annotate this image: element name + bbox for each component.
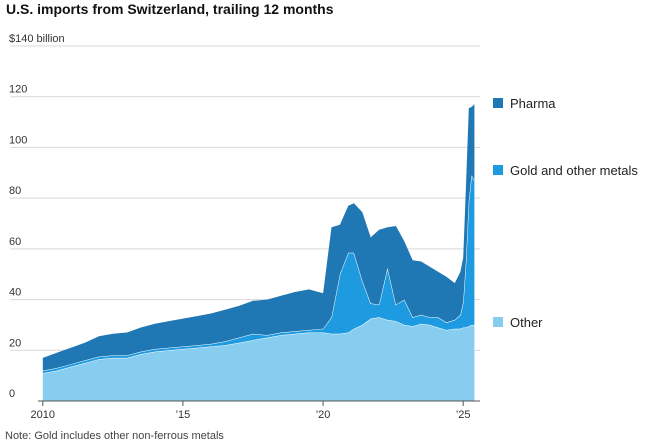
y-tick-label-40: 40	[9, 287, 21, 299]
y-tick-label-120: 120	[9, 84, 27, 96]
y-tick-label-80: 80	[9, 185, 21, 197]
legend-swatch-other	[493, 317, 503, 327]
chart-title: U.S. imports from Switzerland, trailing …	[6, 1, 334, 17]
y-tick-label-20: 20	[9, 337, 21, 349]
area-gold	[42, 175, 475, 374]
area-pharma	[42, 104, 475, 371]
axes: 2010 ’15 ’20 ’25	[31, 400, 480, 421]
legend-swatch-gold	[493, 165, 503, 175]
x-tick-label-2015: ’15	[176, 409, 191, 421]
legend-label-gold: Gold and other metals	[510, 163, 638, 178]
y-tick-label-60: 60	[9, 236, 21, 248]
legend-label-pharma: Pharma	[510, 96, 556, 111]
chart-note: Note: Gold includes other non-ferrous me…	[5, 430, 224, 442]
stacked-areas	[42, 104, 475, 401]
legend-label-other: Other	[510, 315, 543, 330]
area-other	[42, 317, 475, 401]
y-tick-label-140: $140 billion	[9, 33, 65, 45]
y-tick-label-0: 0	[9, 388, 15, 400]
x-tick-label-2025: ’25	[456, 409, 471, 421]
y-tick-label-100: 100	[9, 134, 27, 146]
legend: Other Gold and other metals Pharma	[493, 96, 638, 330]
x-tick-label-2020: ’20	[316, 409, 331, 421]
x-tick-label-2010: 2010	[31, 409, 55, 421]
legend-swatch-pharma	[493, 98, 503, 108]
